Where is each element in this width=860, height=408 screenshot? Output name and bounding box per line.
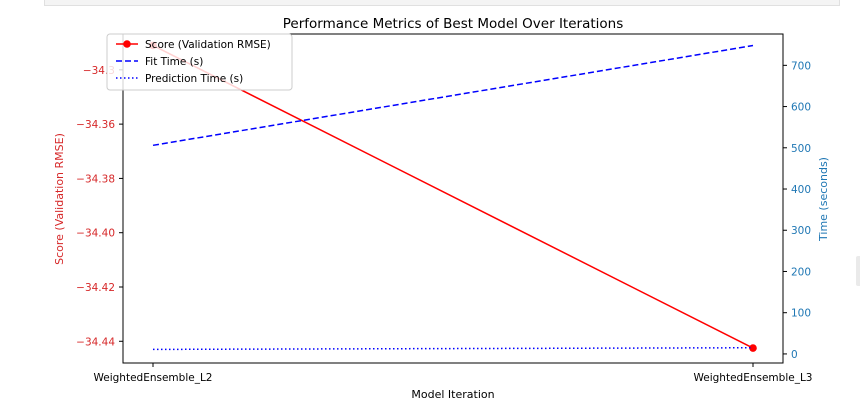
top-panel-edge xyxy=(44,0,840,6)
chart-title: Performance Metrics of Best Model Over I… xyxy=(283,16,624,32)
right-tick-label: 100 xyxy=(791,308,811,320)
plot-frame xyxy=(122,33,784,364)
legend-label: Fit Time (s) xyxy=(145,56,203,68)
left-tick-label: −34.38 xyxy=(76,173,115,185)
series-line-1 xyxy=(152,44,754,147)
right-y-axis-label: Time (seconds) xyxy=(817,157,830,242)
left-tick-label: −34.44 xyxy=(76,336,115,348)
x-axis-label: Model Iteration xyxy=(411,388,494,401)
series-line-2 xyxy=(152,346,754,351)
left-tick-label: −34.40 xyxy=(76,228,115,240)
legend-label: Score (Validation RMSE) xyxy=(145,39,271,51)
left-y-axis: −34.44−34.42−34.40−34.38−34.36−34.3 xyxy=(76,65,123,348)
side-scroll-tab[interactable] xyxy=(856,256,860,286)
legend-box xyxy=(106,33,293,91)
right-tick-label: 400 xyxy=(791,184,811,196)
x-tick-label: WeightedEnsemble_L2 xyxy=(94,372,213,384)
x-tick-label: WeightedEnsemble_L3 xyxy=(694,372,813,384)
left-tick-label: −34.42 xyxy=(76,282,115,294)
right-y-axis: 0 100 200 300 400 500 600 700 xyxy=(783,60,811,361)
x-axis: WeightedEnsemble_L2 WeightedEnsemble_L3 xyxy=(94,363,813,384)
right-tick-label: 500 xyxy=(791,143,811,155)
series-line-0 xyxy=(152,44,754,349)
right-tick-label: 200 xyxy=(791,266,811,278)
series-layer xyxy=(149,41,757,352)
right-tick-label: 0 xyxy=(791,349,798,361)
left-tick-label: −34.36 xyxy=(76,119,115,131)
right-tick-label: 600 xyxy=(791,102,811,114)
legend: Score (Validation RMSE) Fit Time (s) Predi… xyxy=(106,33,293,91)
right-tick-label: 300 xyxy=(791,225,811,237)
right-tick-label: 700 xyxy=(791,60,811,72)
left-y-axis-label: Score (Validation RMSE) xyxy=(53,133,66,265)
legend-marker xyxy=(123,40,131,48)
legend-label: Prediction Time (s) xyxy=(145,73,243,85)
